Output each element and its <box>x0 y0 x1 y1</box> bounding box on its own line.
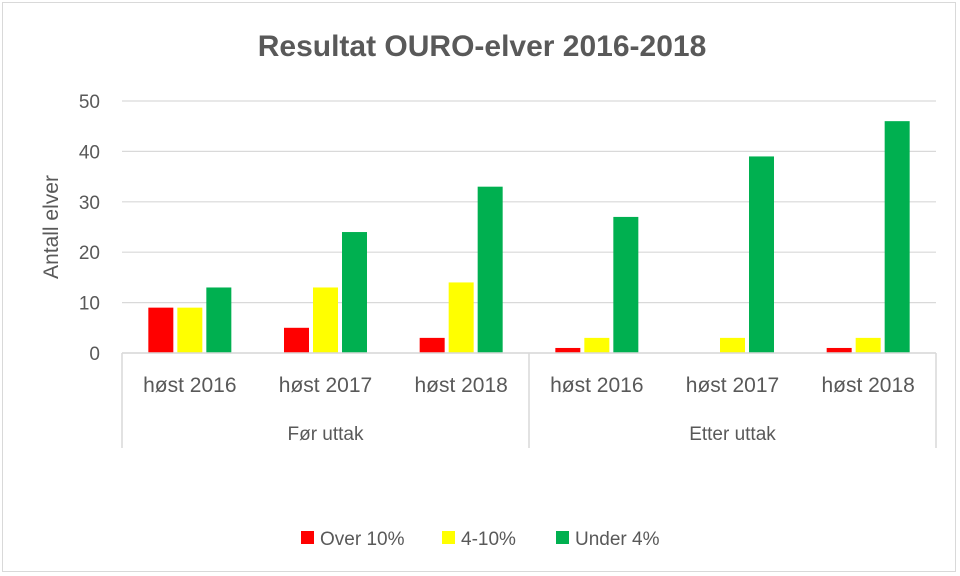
y-tick-label: 30 <box>79 193 100 214</box>
bar-over-10- <box>826 347 852 353</box>
y-tick-label: 10 <box>79 294 100 315</box>
bar-under-4- <box>342 232 367 353</box>
x-category-label: høst 2018 <box>414 374 507 397</box>
x-category-label: høst 2017 <box>686 374 779 397</box>
legend-label: 4-10% <box>461 529 516 550</box>
legend-swatch <box>301 531 314 544</box>
legend-swatch <box>442 531 455 544</box>
y-tick-label: 0 <box>89 344 100 365</box>
bar-under-4- <box>613 216 639 353</box>
legend-swatch <box>556 531 569 544</box>
bar-under-4- <box>206 287 232 353</box>
y-axis-label: Antall elver <box>40 175 63 279</box>
bar-over-10- <box>284 327 309 353</box>
bar-under-4- <box>749 156 774 353</box>
x-group-label: Før uttak <box>287 424 364 445</box>
legend-label: Under 4% <box>575 529 660 550</box>
bar-4-10- <box>448 282 474 353</box>
bar-4-10- <box>177 307 203 353</box>
x-category-label: høst 2016 <box>550 374 643 397</box>
y-tick-label: 40 <box>79 142 100 163</box>
bar-over-10- <box>555 347 581 353</box>
bar-under-4- <box>477 186 503 353</box>
y-tick-label: 20 <box>79 243 100 264</box>
x-category-label: høst 2016 <box>143 374 236 397</box>
bar-4-10- <box>313 287 338 353</box>
bar-4-10- <box>720 337 745 353</box>
x-category-label: høst 2017 <box>279 374 372 397</box>
bar-over-10- <box>419 337 445 353</box>
bar-4-10- <box>855 337 881 353</box>
bar-4-10- <box>584 337 610 353</box>
legend-label: Over 10% <box>320 529 405 550</box>
bar-over-10- <box>148 307 174 353</box>
bar-under-4- <box>884 121 910 353</box>
y-tick-label: 50 <box>79 92 100 113</box>
x-category-label: høst 2018 <box>821 374 914 397</box>
chart-title: Resultat OURO-elver 2016-2018 <box>258 30 707 63</box>
x-group-label: Etter uttak <box>689 424 776 445</box>
